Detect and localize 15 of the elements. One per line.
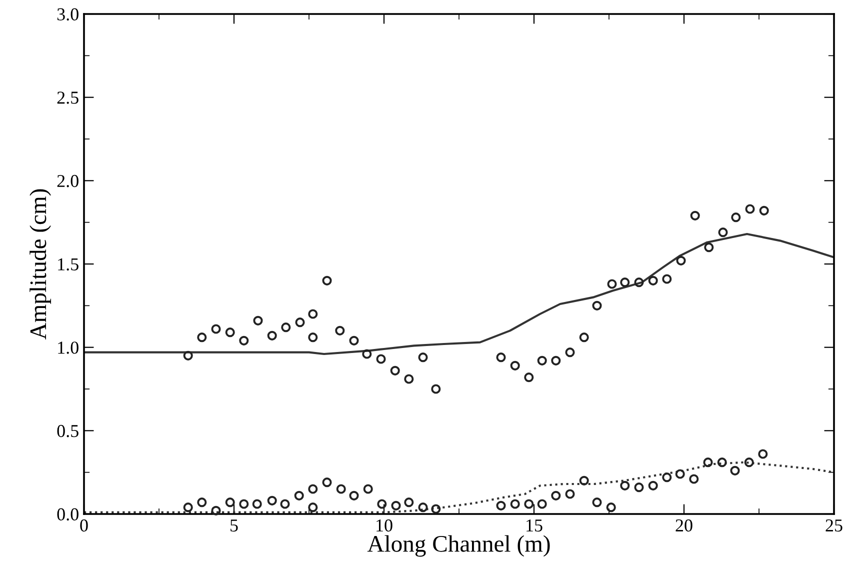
x-tick-label: 5 (230, 520, 238, 532)
x-tick-label: 20 (676, 519, 692, 532)
y-tick-label: 1.0 (58, 342, 78, 354)
y-tick-label: 0.5 (57, 424, 78, 438)
y-axis-title: Amplitude (cm) (30, 189, 52, 340)
y-tick-label: 1.5 (58, 258, 78, 271)
y-tick-label: 3.0 (57, 8, 78, 21)
y-tick-label: 0.0 (57, 508, 78, 521)
y-tick-label: 2.0 (57, 174, 78, 188)
y-tick-label: 2.5 (57, 92, 78, 104)
x-tick-label: 10 (376, 519, 392, 532)
x-axis-title: Along Channel (m) (367, 535, 550, 557)
x-tick-label: 25 (826, 519, 842, 532)
x-tick-label: 15 (526, 519, 542, 532)
x-tick-label: 0 (80, 519, 88, 532)
